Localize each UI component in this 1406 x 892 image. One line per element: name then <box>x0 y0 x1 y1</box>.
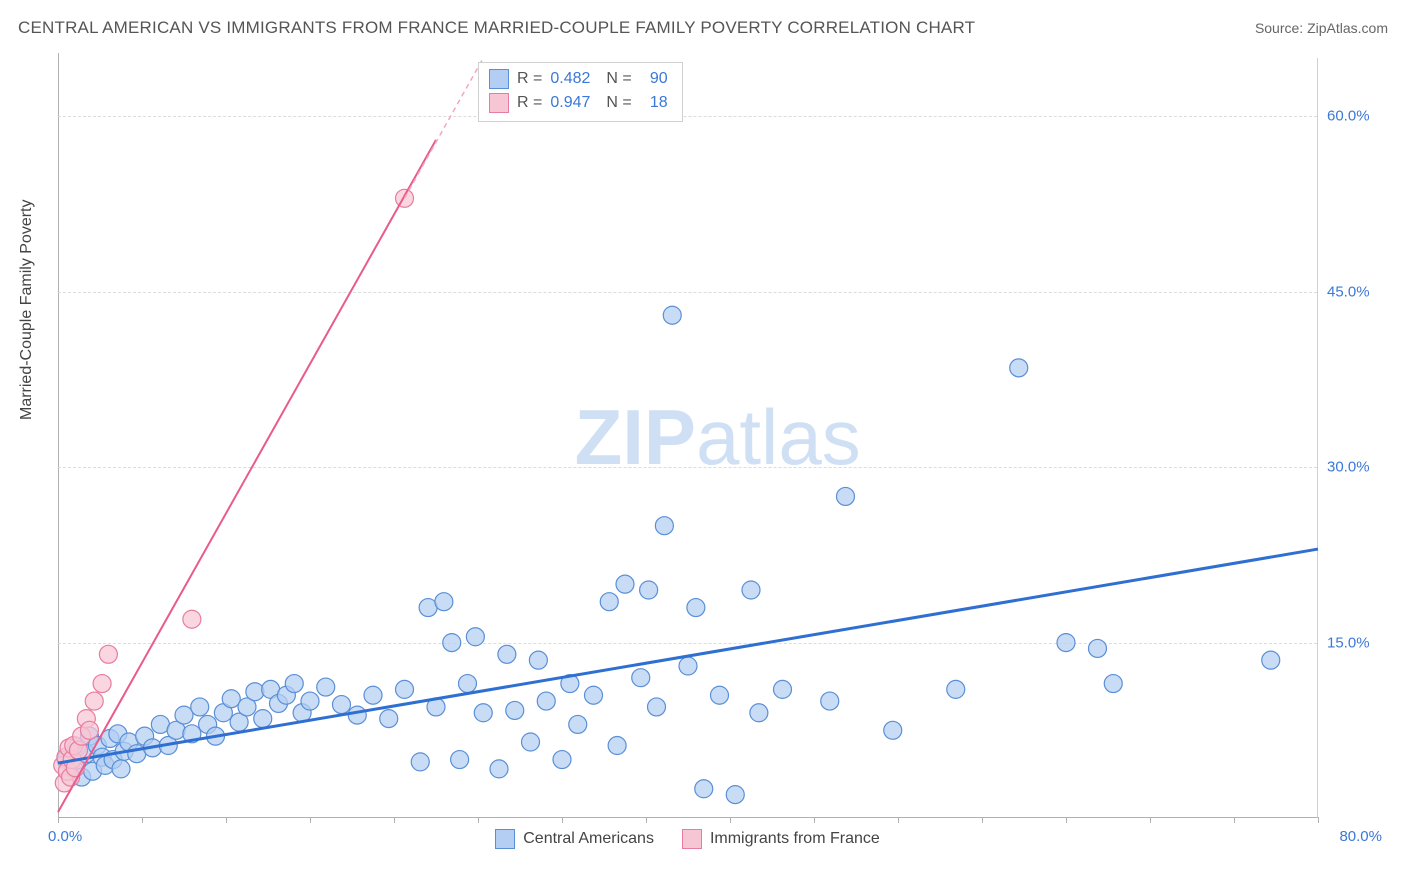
plot-area: ZIPatlas 15.0%30.0%45.0%60.0% R =0.482N … <box>58 58 1318 818</box>
blue-point <box>443 634 461 652</box>
y-tick-label: 60.0% <box>1327 108 1387 125</box>
blue-point <box>459 675 477 693</box>
x-max-label: 80.0% <box>1339 828 1382 845</box>
blue-point <box>1104 675 1122 693</box>
r-value: 0.947 <box>550 91 598 115</box>
blue-point <box>435 593 453 611</box>
stats-box: R = 0.482 N = 90 R = 0.947 N = 18 <box>478 62 683 122</box>
blue-point <box>506 701 524 719</box>
r-value: 0.482 <box>550 67 598 91</box>
legend-swatch <box>682 829 702 849</box>
blue-point <box>616 575 634 593</box>
blue-point <box>632 669 650 687</box>
blue-point <box>821 692 839 710</box>
blue-point <box>529 651 547 669</box>
blue-point <box>301 692 319 710</box>
n-value: 18 <box>640 91 668 115</box>
blue-point <box>411 753 429 771</box>
blue-point <box>663 306 681 324</box>
legend-label: Immigrants from France <box>710 830 880 848</box>
n-label: N = <box>606 91 631 115</box>
blue-point <box>1010 359 1028 377</box>
blue-point <box>191 698 209 716</box>
pink-point <box>85 692 103 710</box>
blue-point <box>1262 651 1280 669</box>
blue-point <box>175 706 193 724</box>
blue-point <box>380 710 398 728</box>
blue-point <box>750 704 768 722</box>
blue-point <box>1089 639 1107 657</box>
legend-swatch <box>489 69 509 89</box>
bottom-legend: Central Americans Immigrants from France <box>58 829 1317 849</box>
legend-swatch <box>495 829 515 849</box>
blue-point <box>466 628 484 646</box>
y-axis-title: Married-Couple Family Poverty <box>18 199 36 420</box>
blue-point <box>608 737 626 755</box>
blue-point <box>254 710 272 728</box>
blue-point <box>348 706 366 724</box>
blue-point <box>553 751 571 769</box>
blue-point <box>774 680 792 698</box>
trend-line <box>58 549 1318 763</box>
blue-point <box>655 517 673 535</box>
blue-point <box>640 581 658 599</box>
blue-point <box>490 760 508 778</box>
blue-point <box>585 686 603 704</box>
blue-point <box>537 692 555 710</box>
stats-row: R = 0.947 N = 18 <box>489 91 668 115</box>
blue-point <box>600 593 618 611</box>
scatter-svg <box>58 58 1318 818</box>
n-value: 90 <box>640 67 668 91</box>
blue-point <box>451 751 469 769</box>
blue-point <box>285 675 303 693</box>
blue-point <box>474 704 492 722</box>
n-label: N = <box>606 67 631 91</box>
x-tick <box>1318 817 1319 823</box>
blue-point <box>726 786 744 804</box>
blue-point <box>947 680 965 698</box>
blue-point <box>246 683 264 701</box>
legend-swatch <box>489 93 509 113</box>
blue-point <box>317 678 335 696</box>
blue-point <box>695 780 713 798</box>
blue-point <box>569 715 587 733</box>
pink-point <box>99 645 117 663</box>
pink-point <box>183 610 201 628</box>
legend-item: Central Americans <box>495 829 654 849</box>
stats-row: R = 0.482 N = 90 <box>489 67 668 91</box>
y-tick-label: 15.0% <box>1327 634 1387 651</box>
blue-point <box>222 690 240 708</box>
blue-point <box>742 581 760 599</box>
blue-point <box>687 599 705 617</box>
chart-title: CENTRAL AMERICAN VS IMMIGRANTS FROM FRAN… <box>18 18 975 38</box>
r-label: R = <box>517 67 542 91</box>
trend-line <box>405 58 484 198</box>
legend-item: Immigrants from France <box>682 829 880 849</box>
blue-point <box>884 721 902 739</box>
blue-point <box>396 680 414 698</box>
blue-point <box>1057 634 1075 652</box>
blue-point <box>364 686 382 704</box>
blue-point <box>112 760 130 778</box>
source-label: Source: ZipAtlas.com <box>1255 20 1388 36</box>
r-label: R = <box>517 91 542 115</box>
pink-point <box>93 675 111 693</box>
title-bar: CENTRAL AMERICAN VS IMMIGRANTS FROM FRAN… <box>18 18 1388 38</box>
blue-point <box>522 733 540 751</box>
y-tick-label: 30.0% <box>1327 459 1387 476</box>
blue-point <box>679 657 697 675</box>
y-tick-label: 45.0% <box>1327 283 1387 300</box>
pink-point <box>81 721 99 739</box>
legend-label: Central Americans <box>523 830 654 848</box>
blue-point <box>837 487 855 505</box>
blue-point <box>333 696 351 714</box>
blue-point <box>711 686 729 704</box>
blue-point <box>648 698 666 716</box>
blue-point <box>498 645 516 663</box>
